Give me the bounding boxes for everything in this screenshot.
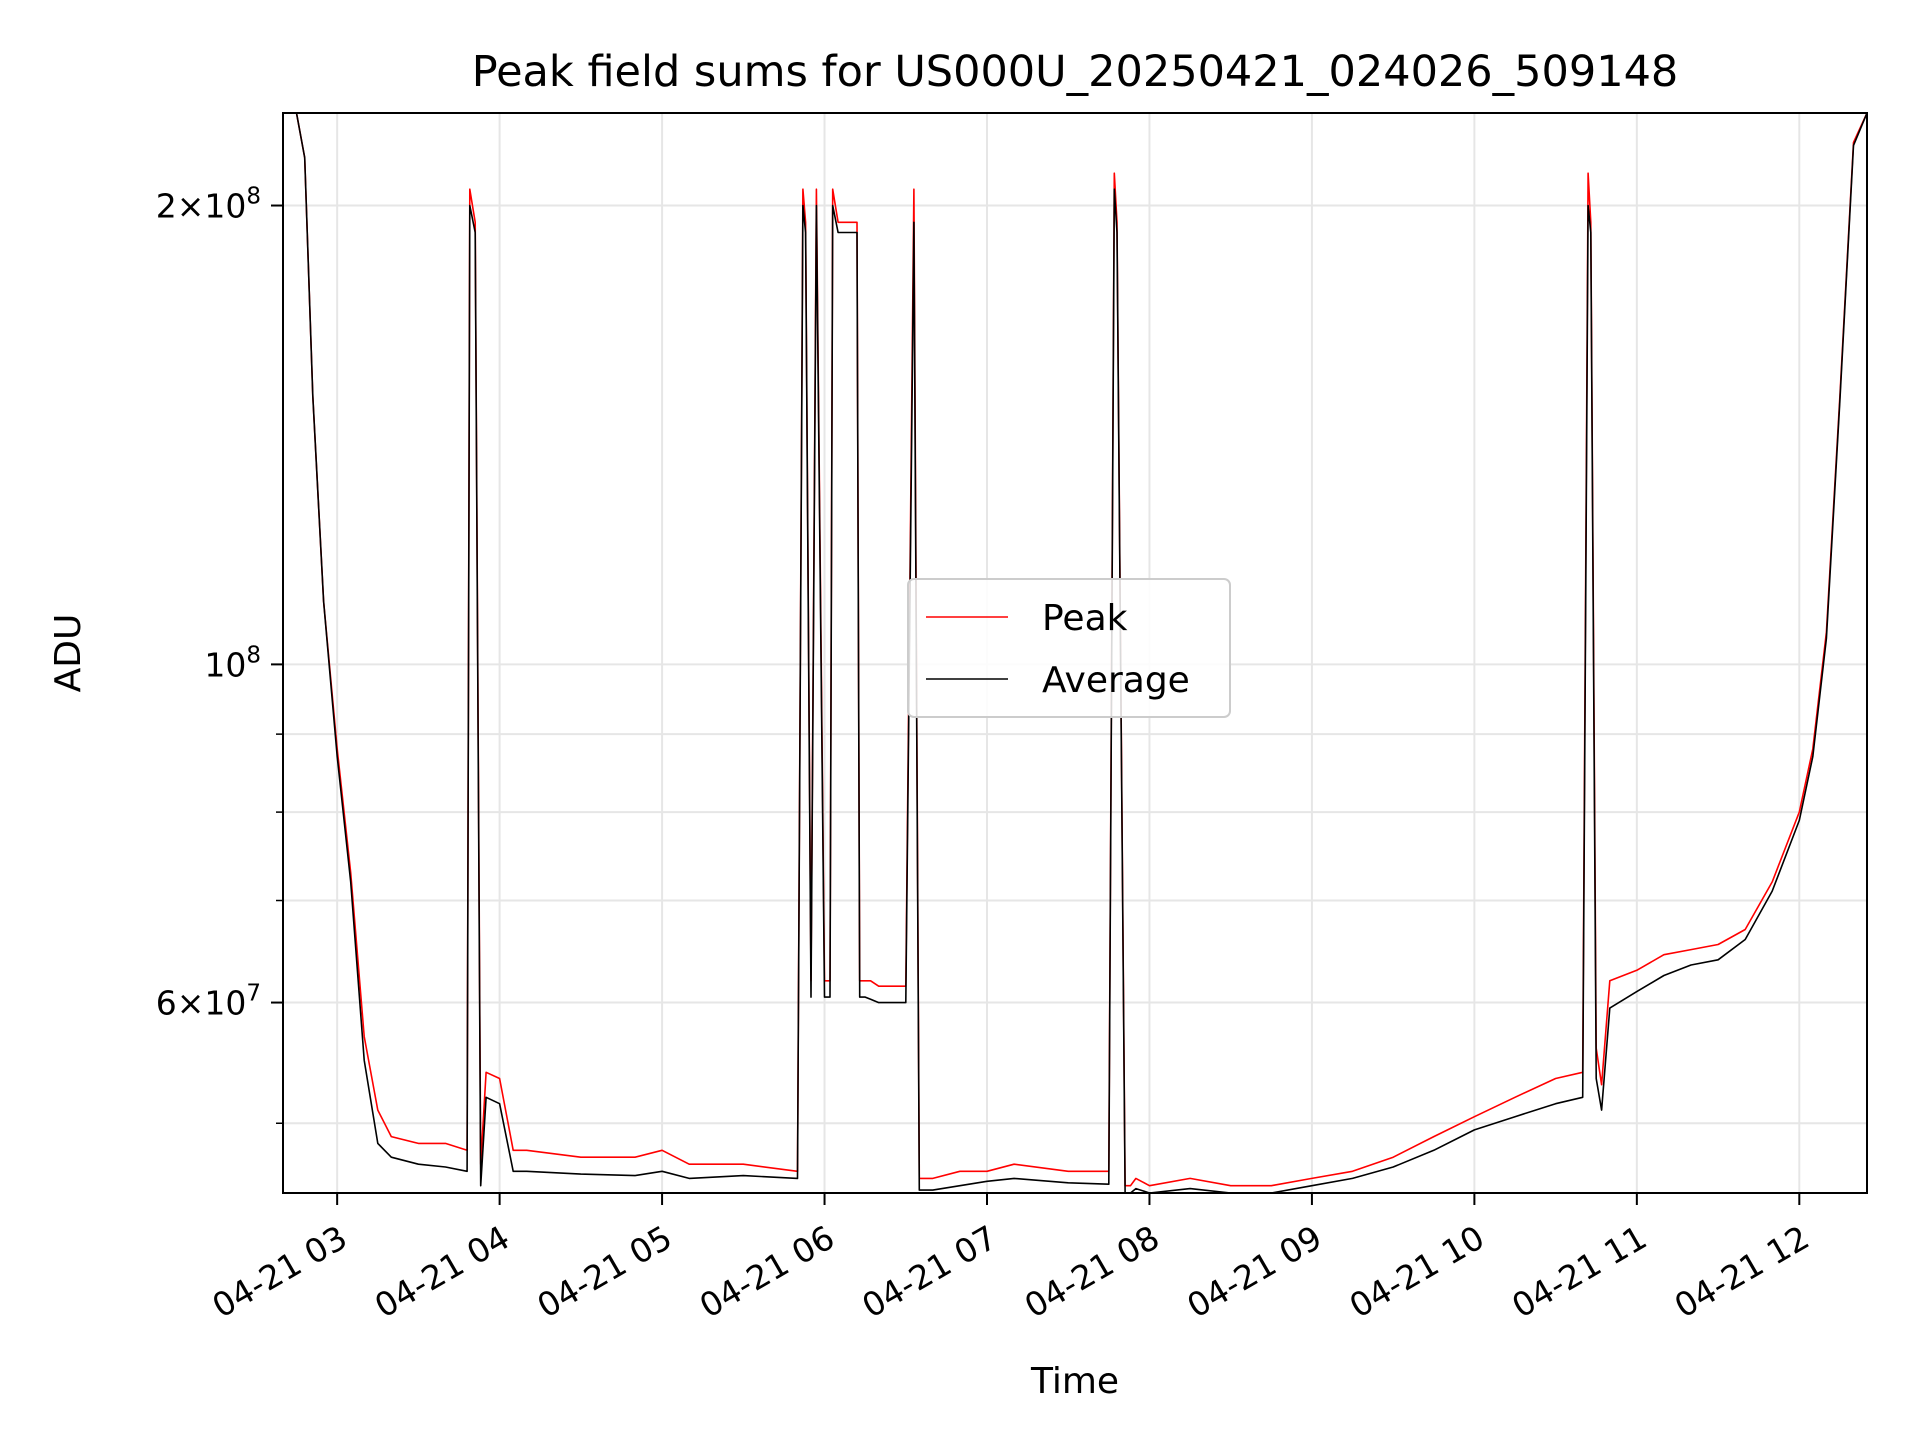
legend-label-peak: Peak: [1042, 598, 1128, 639]
legend-label-average: Average: [1042, 660, 1190, 701]
legend-box: [907, 578, 1231, 718]
y-tick-label: 108: [204, 642, 261, 684]
grid: [283, 113, 1867, 1193]
y-tick-label: 6×107: [156, 981, 261, 1023]
plot-frame: [282, 112, 1868, 1194]
chart-title: Peak field sums for US000U_20250421_0240…: [472, 47, 1679, 97]
y-tick-label: 2×108: [156, 184, 261, 226]
legend: Peak Average: [907, 578, 1231, 718]
y-axis-title: ADU: [48, 614, 89, 693]
x-axis-title: Time: [1030, 1361, 1119, 1402]
